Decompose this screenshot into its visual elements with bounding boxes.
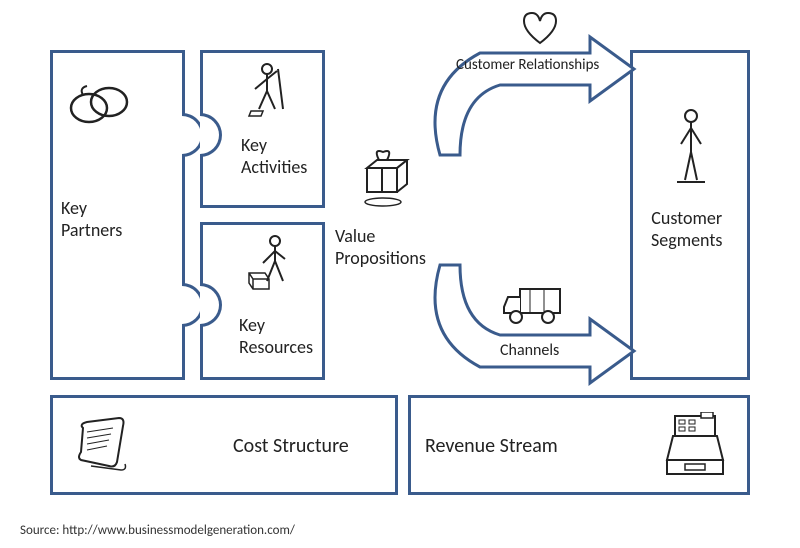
puzzle-notch	[200, 283, 222, 327]
standing-person-icon	[671, 108, 711, 193]
block-revenue-stream: Revenue Stream	[408, 395, 750, 495]
rings-icon	[65, 78, 135, 138]
canvas: Key Partners Key Activities Key Resource…	[50, 30, 750, 500]
arrow-channels: Channels	[420, 245, 650, 395]
source-text: Source: http://www.businessmodelgenerati…	[20, 523, 295, 538]
cash-register-icon	[665, 412, 729, 487]
heart-icon	[520, 11, 560, 52]
person-working-icon	[245, 61, 295, 126]
arrow-customer-relationships: Customer Relationships	[420, 25, 650, 175]
label-key-resources: Key Resources	[239, 315, 313, 358]
label-channels: Channels	[500, 341, 559, 360]
label-revenue-stream: Revenue Stream	[425, 434, 558, 458]
puzzle-notch	[200, 113, 222, 157]
block-key-activities: Key Activities	[200, 50, 325, 208]
gift-box-icon	[353, 140, 423, 215]
block-key-resources: Key Resources	[200, 222, 325, 380]
block-cost-structure: Cost Structure	[50, 395, 398, 495]
block-key-partners: Key Partners	[50, 50, 185, 380]
label-cost-structure: Cost Structure	[233, 434, 349, 458]
person-box-icon	[245, 233, 300, 300]
label-value-propositions: Value Propositions	[335, 226, 426, 269]
delivery-truck-icon	[500, 281, 570, 334]
label-customer-segments: Customer Segments	[651, 208, 722, 251]
label-customer-relationships: Customer Relationships	[456, 56, 599, 74]
documents-icon	[71, 416, 141, 481]
label-key-activities: Key Activities	[241, 135, 307, 178]
label-key-partners: Key Partners	[61, 198, 122, 241]
